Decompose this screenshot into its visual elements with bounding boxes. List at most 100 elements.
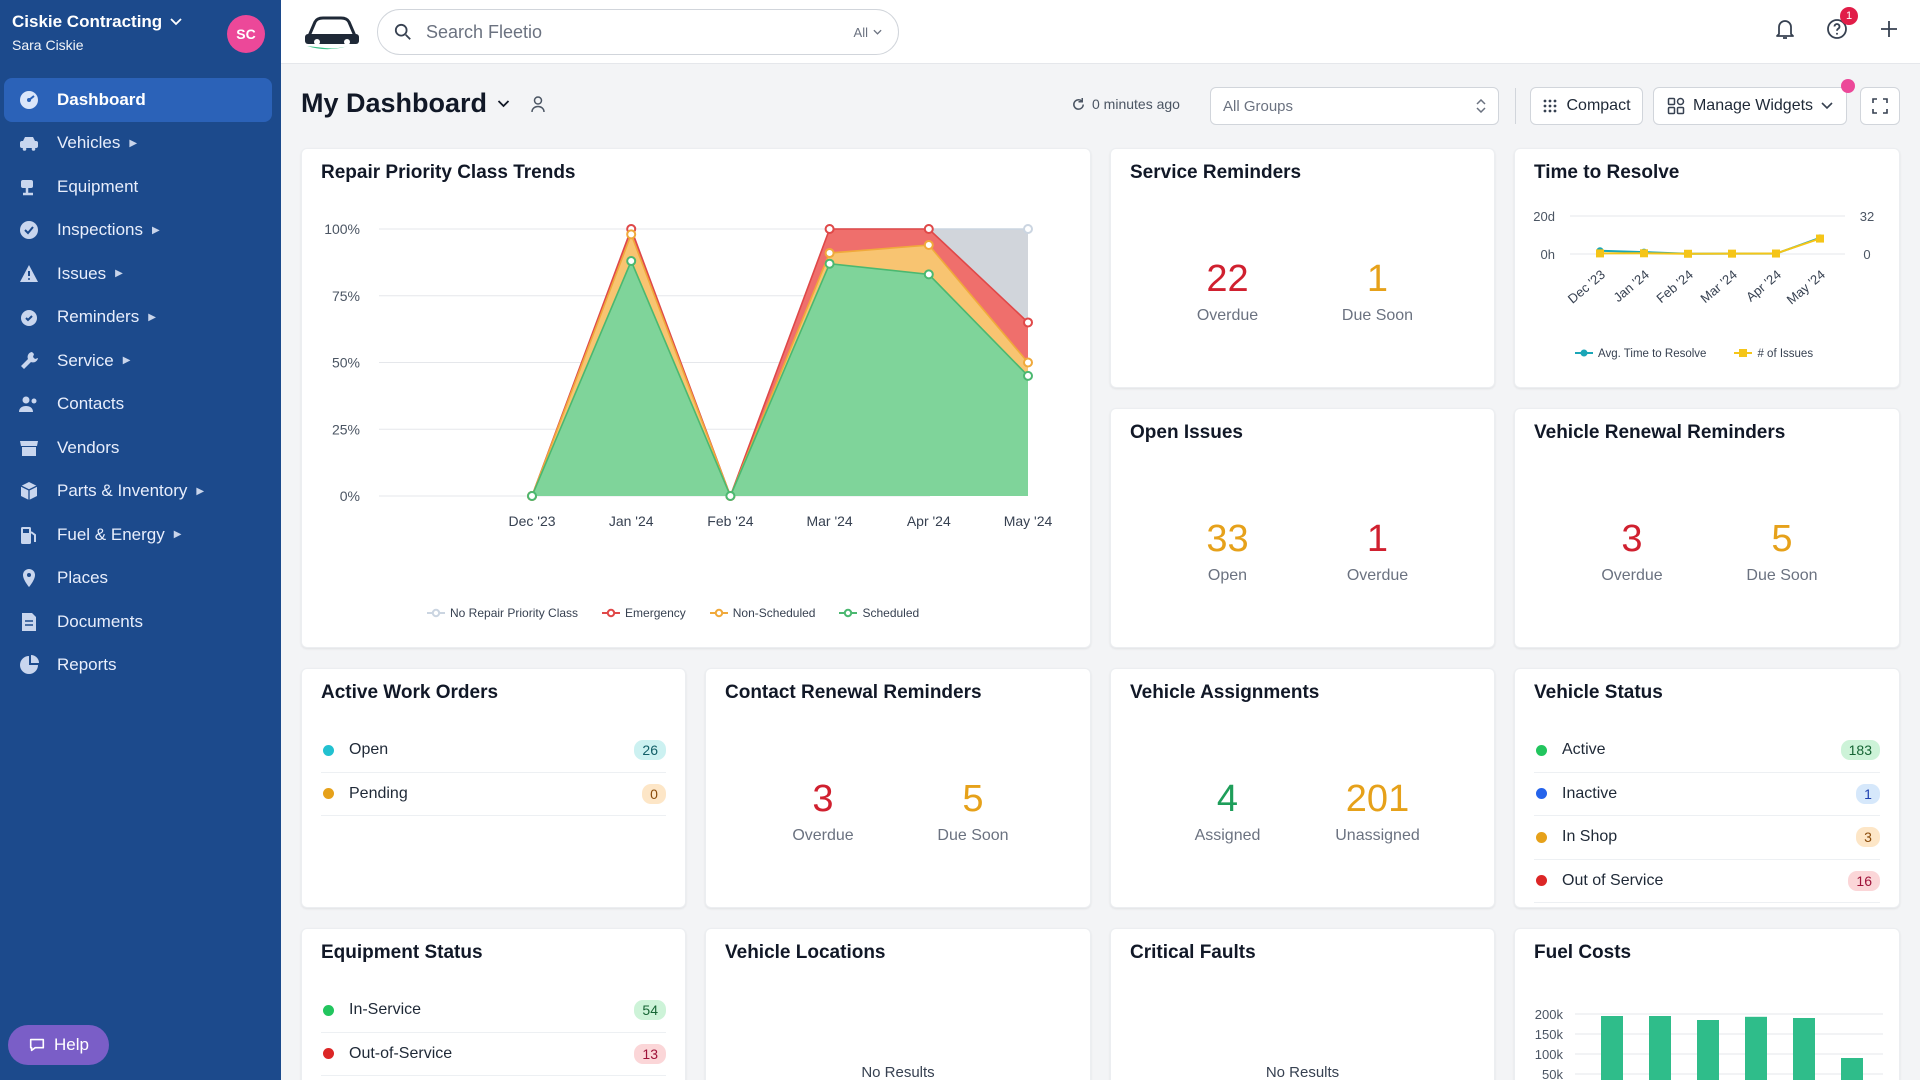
- search-scope-select[interactable]: All: [854, 25, 882, 40]
- sidebar-item-inspections[interactable]: Inspections ▶: [4, 209, 272, 253]
- due-soon-stat[interactable]: 5 Due Soon: [898, 777, 1048, 845]
- list-item-label: In Shop: [1562, 828, 1618, 846]
- chevron-down-icon: [497, 99, 510, 107]
- sidebar-item-fuel-energy[interactable]: Fuel & Energy ▶: [4, 513, 272, 557]
- dashboard-title-selector[interactable]: My Dashboard: [301, 88, 546, 119]
- legend-swatch: [1575, 347, 1593, 361]
- list-item[interactable]: Out-of-Service 13: [321, 1033, 666, 1076]
- open-stat[interactable]: 33 Open: [1153, 517, 1303, 585]
- nav-menu: Dashboard Vehicles ▶ Equipment Inspections ▶ I…: [4, 78, 272, 687]
- legend-swatch: [709, 607, 728, 621]
- bell-icon[interactable]: [1772, 16, 1798, 42]
- stat-label: Overdue: [1196, 307, 1259, 324]
- fuel-icon: [18, 524, 40, 546]
- assigned-stat[interactable]: 4 Assigned: [1153, 777, 1303, 845]
- sidebar-item-reminders[interactable]: Reminders ▶: [4, 296, 272, 340]
- time-to-resolve-widget: Time to Resolve 20d 32 0h 0 Dec '23 Jan '24 Fe…: [1514, 148, 1900, 388]
- bar: [1697, 1020, 1719, 1080]
- status-dot: [323, 788, 334, 800]
- time-to-resolve-chart: 20d 32 0h 0 Dec '23 Jan '24 Feb '24 Mar '24 Apr …: [1533, 209, 1874, 307]
- legend-item[interactable]: Emergency: [602, 606, 686, 621]
- help-button[interactable]: Help: [8, 1025, 109, 1065]
- help-icon[interactable]: 1: [1824, 7, 1858, 42]
- sidebar-item-parts-inventory[interactable]: Parts & Inventory ▶: [4, 470, 272, 514]
- list-item[interactable]: Active 183: [1534, 729, 1880, 773]
- fleetio-logo[interactable]: [301, 12, 363, 52]
- legend-item[interactable]: Scheduled: [839, 606, 919, 621]
- stat-label: Open: [1207, 567, 1248, 584]
- overdue-stat[interactable]: 1 Overdue: [1303, 517, 1453, 585]
- equipment-status-widget: Equipment Status In-Service 54 Out-of-Serv…: [301, 928, 686, 1080]
- due-soon-stat[interactable]: 5 Due Soon: [1707, 517, 1857, 585]
- manage-widgets-button[interactable]: Manage Widgets: [1653, 87, 1847, 125]
- org-switcher[interactable]: Ciskie Contracting Sara Ciskie SC: [12, 12, 267, 56]
- refresh-status[interactable]: 0 minutes ago: [1071, 96, 1180, 112]
- count-badge: 16: [1848, 870, 1880, 891]
- stat-label: Assigned: [1194, 827, 1261, 844]
- widget-title: Equipment Status: [321, 942, 483, 963]
- overdue-stat[interactable]: 3 Overdue: [1557, 517, 1707, 585]
- chevron-down-icon: [170, 18, 182, 26]
- sidebar-item-dashboard[interactable]: Dashboard: [4, 78, 272, 122]
- bar: [1745, 1016, 1767, 1080]
- x-tick-label: Dec '23: [1565, 267, 1608, 307]
- legend-item[interactable]: # of Issues: [1734, 346, 1813, 361]
- sidebar-item-equipment[interactable]: Equipment: [4, 165, 272, 209]
- vehicle-assignments-widget: Vehicle Assignments 4 Assigned 201 Unassig…: [1110, 668, 1495, 908]
- list-item[interactable]: Out of Service 16: [1534, 860, 1880, 903]
- data-point: [1728, 249, 1736, 258]
- contacts-icon: [18, 393, 40, 415]
- list-item[interactable]: In Shop 3: [1534, 816, 1880, 860]
- y-tick-label: 75%: [332, 288, 360, 304]
- equipment-icon: [18, 176, 40, 198]
- y-tick-label: 50k: [1542, 1067, 1563, 1080]
- data-point: [725, 491, 736, 501]
- sidebar-item-vehicles[interactable]: Vehicles ▶: [4, 122, 272, 166]
- store-icon: [18, 437, 40, 459]
- sidebar-item-label: Documents: [57, 611, 143, 631]
- sidebar-item-label: Inspections: [57, 220, 143, 240]
- overdue-stat[interactable]: 22 Overdue: [1153, 257, 1303, 325]
- sidebar-item-documents[interactable]: Documents: [4, 600, 272, 644]
- sidebar-item-label: Fuel & Energy: [57, 524, 165, 544]
- user-icon[interactable]: [530, 95, 546, 113]
- legend-item[interactable]: Non-Scheduled: [709, 606, 815, 621]
- sidebar-item-reports[interactable]: Reports: [4, 644, 272, 688]
- plus-icon[interactable]: [1876, 16, 1902, 42]
- caret-right-icon: ▶: [173, 529, 182, 541]
- overdue-stat[interactable]: 3 Overdue: [748, 777, 898, 845]
- sidebar-item-label: Equipment: [57, 176, 139, 196]
- list-item[interactable]: Pending 0: [321, 773, 666, 816]
- sidebar-item-issues[interactable]: Issues ▶: [4, 252, 272, 296]
- y-tick-label: 0%: [340, 488, 360, 504]
- caret-right-icon: ▶: [122, 355, 131, 367]
- sidebar-item-contacts[interactable]: Contacts: [4, 383, 272, 427]
- sidebar-item-vendors[interactable]: Vendors: [4, 426, 272, 470]
- list-item[interactable]: Inactive 1: [1534, 773, 1880, 816]
- data-point: [626, 229, 637, 240]
- search-input[interactable]: Search Fleetio: [426, 21, 543, 42]
- compact-button[interactable]: Compact: [1530, 87, 1643, 125]
- widget-title: Vehicle Status: [1534, 682, 1663, 703]
- list-item[interactable]: Open 26: [321, 729, 666, 773]
- repair-priority-chart: 100% 75% 50% 25% 0% Dec '23 Jan '24 Feb '24 Mar …: [324, 221, 1052, 529]
- due-soon-stat[interactable]: 1 Due Soon: [1303, 257, 1453, 325]
- widget-title: Fuel Costs: [1534, 942, 1632, 963]
- legend-item[interactable]: Avg. Time to Resolve: [1575, 346, 1706, 361]
- groups-select[interactable]: All Groups: [1210, 87, 1499, 125]
- stat-value: 4: [1216, 778, 1239, 820]
- bar: [1649, 1016, 1671, 1080]
- wrench-icon: [18, 350, 40, 372]
- x-tick-label: May '24: [1784, 267, 1828, 307]
- unassigned-stat[interactable]: 201 Unassigned: [1303, 777, 1453, 845]
- sidebar-item-service[interactable]: Service ▶: [4, 339, 272, 383]
- legend-swatch: [602, 607, 621, 621]
- search-bar[interactable]: Search Fleetio All: [377, 9, 899, 55]
- fullscreen-button[interactable]: [1860, 87, 1900, 125]
- avatar[interactable]: SC: [227, 15, 265, 53]
- legend-item[interactable]: No Repair Priority Class: [427, 606, 578, 621]
- data-point: [1023, 357, 1033, 368]
- sidebar-item-places[interactable]: Places: [4, 557, 272, 601]
- list-item[interactable]: In-Service 54: [321, 989, 666, 1033]
- data-point: [1596, 249, 1604, 258]
